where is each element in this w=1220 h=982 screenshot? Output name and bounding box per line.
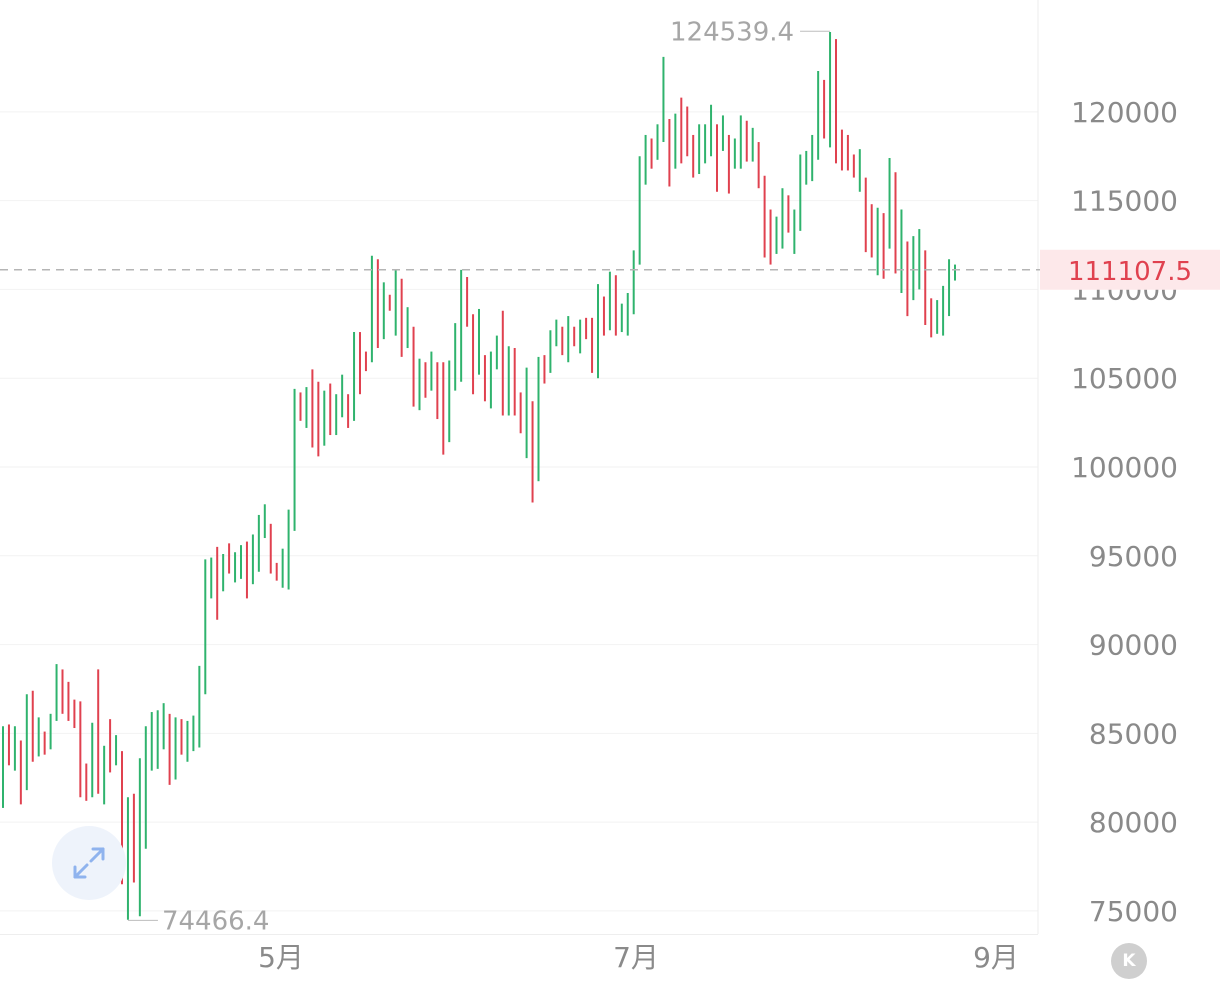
y-tick-label: 95000 [1089,540,1178,573]
y-tick-label: 115000 [1071,185,1178,218]
x-axis-labels: 5月 7月 9月 [258,941,1019,974]
x-tick-label: 7月 [613,941,659,974]
y-tick-label: 120000 [1071,96,1178,129]
expand-arrows-icon [73,847,105,879]
ohlc-bars [2,31,956,920]
y-axis-labels: 1200001150001100001050001000009500090000… [1071,96,1178,928]
k-line-button[interactable]: K [1111,943,1147,979]
y-tick-label: 90000 [1089,629,1178,662]
low-marker-label: 74466.4 [162,906,270,936]
y-tick-label: 75000 [1089,895,1178,928]
expand-chart-button[interactable] [52,826,126,900]
grid-lines [0,111,1038,912]
current-price-label: 111107.5 [1068,257,1192,287]
y-tick-label: 80000 [1089,806,1178,839]
x-tick-label: 5月 [258,941,304,974]
k-circle-icon: K [1122,951,1136,971]
y-tick-label: 100000 [1071,451,1178,484]
y-tick-label: 85000 [1089,717,1178,750]
x-tick-label: 9月 [973,941,1019,974]
y-tick-label: 105000 [1071,362,1178,395]
price-markers: 111107.5 124539.4 74466.4 [0,17,1220,936]
current-price-badge [1040,249,1220,290]
high-marker-label: 124539.4 [670,17,794,47]
